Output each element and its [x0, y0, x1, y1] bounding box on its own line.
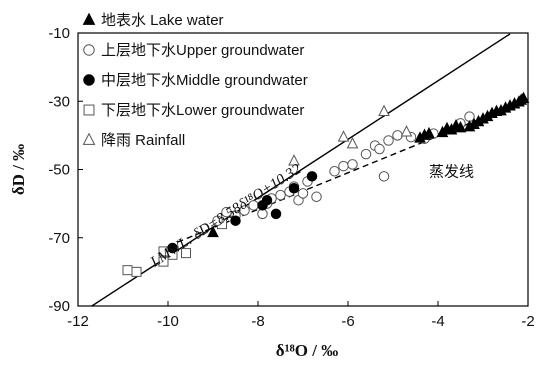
y-tick-label: -50: [48, 162, 70, 179]
legend-label: 下层地下水Lower groundwater: [101, 102, 304, 119]
legend-label: 中层地下水Middle groundwater: [101, 72, 308, 89]
y-tick-label: -70: [48, 230, 70, 247]
data-point: [329, 165, 340, 177]
data-point: [454, 121, 467, 133]
y-tick-label: -90: [48, 298, 70, 315]
data-point: [270, 208, 282, 220]
data-point: [311, 191, 322, 203]
legend-label: 上层地下水Upper groundwater: [101, 42, 304, 59]
data-point: [158, 256, 169, 267]
data-point: [306, 171, 318, 182]
data-point: [288, 183, 300, 194]
data-point: [181, 248, 191, 259]
data-point: [337, 130, 350, 142]
data-point: [207, 225, 219, 238]
data-point: [212, 215, 223, 226]
data-point: [122, 265, 133, 276]
legend-marker: [83, 104, 95, 116]
y-axis-label: δD / ‰: [9, 144, 28, 195]
data-point: [230, 215, 241, 226]
data-points: [122, 91, 530, 277]
x-tick-label: -10: [157, 313, 179, 330]
data-point: [221, 206, 232, 218]
data-point: [167, 242, 178, 254]
y-tick-label: -30: [48, 93, 70, 110]
x-tick-label: -8: [251, 313, 264, 330]
x-tick-label: -6: [341, 313, 354, 330]
data-point: [261, 194, 273, 206]
legend-marker: [83, 74, 95, 86]
legend-marker: [83, 44, 95, 56]
y-tick-label: -10: [48, 25, 70, 42]
data-point: [239, 205, 250, 216]
data-point: [346, 137, 359, 149]
x-tick-label: -4: [431, 313, 444, 330]
legend-label: 地表水 Lake water: [101, 12, 224, 29]
data-point: [374, 143, 385, 155]
evaporation-line: [158, 98, 528, 251]
data-point: [288, 154, 300, 166]
evaporation-line-label: 蒸发线: [429, 162, 474, 180]
data-point: [400, 125, 413, 137]
legend-label: 降雨 Rainfall: [101, 132, 185, 149]
legend-marker: [82, 132, 96, 145]
data-point: [517, 91, 530, 104]
x-axis-label: δ¹⁸O / ‰: [276, 341, 338, 360]
data-point: [423, 126, 435, 139]
data-point: [383, 135, 394, 146]
legend-marker: [82, 12, 96, 25]
x-tick-label: -12: [67, 313, 89, 330]
data-point: [131, 266, 142, 277]
data-point: [392, 130, 403, 141]
data-point: [378, 104, 390, 117]
data-point: [347, 159, 358, 170]
legend: 地表水 Lake water 上层地下水Upper groundwater 中层地下…: [82, 12, 308, 149]
data-point: [297, 188, 309, 199]
axes: -12 -10 -8 -6 -4 -2 -90 -70 -50 -30 -10 δ¹⁸O / ‰ δD …: [9, 25, 535, 360]
data-point: [378, 171, 390, 182]
lmwl-label: LMWL: δD=8.58δ¹⁸O+10.32: [147, 161, 304, 271]
x-tick-label: -2: [521, 313, 534, 330]
data-point: [338, 160, 349, 172]
data-point: [360, 148, 372, 160]
data-point: [275, 189, 286, 201]
